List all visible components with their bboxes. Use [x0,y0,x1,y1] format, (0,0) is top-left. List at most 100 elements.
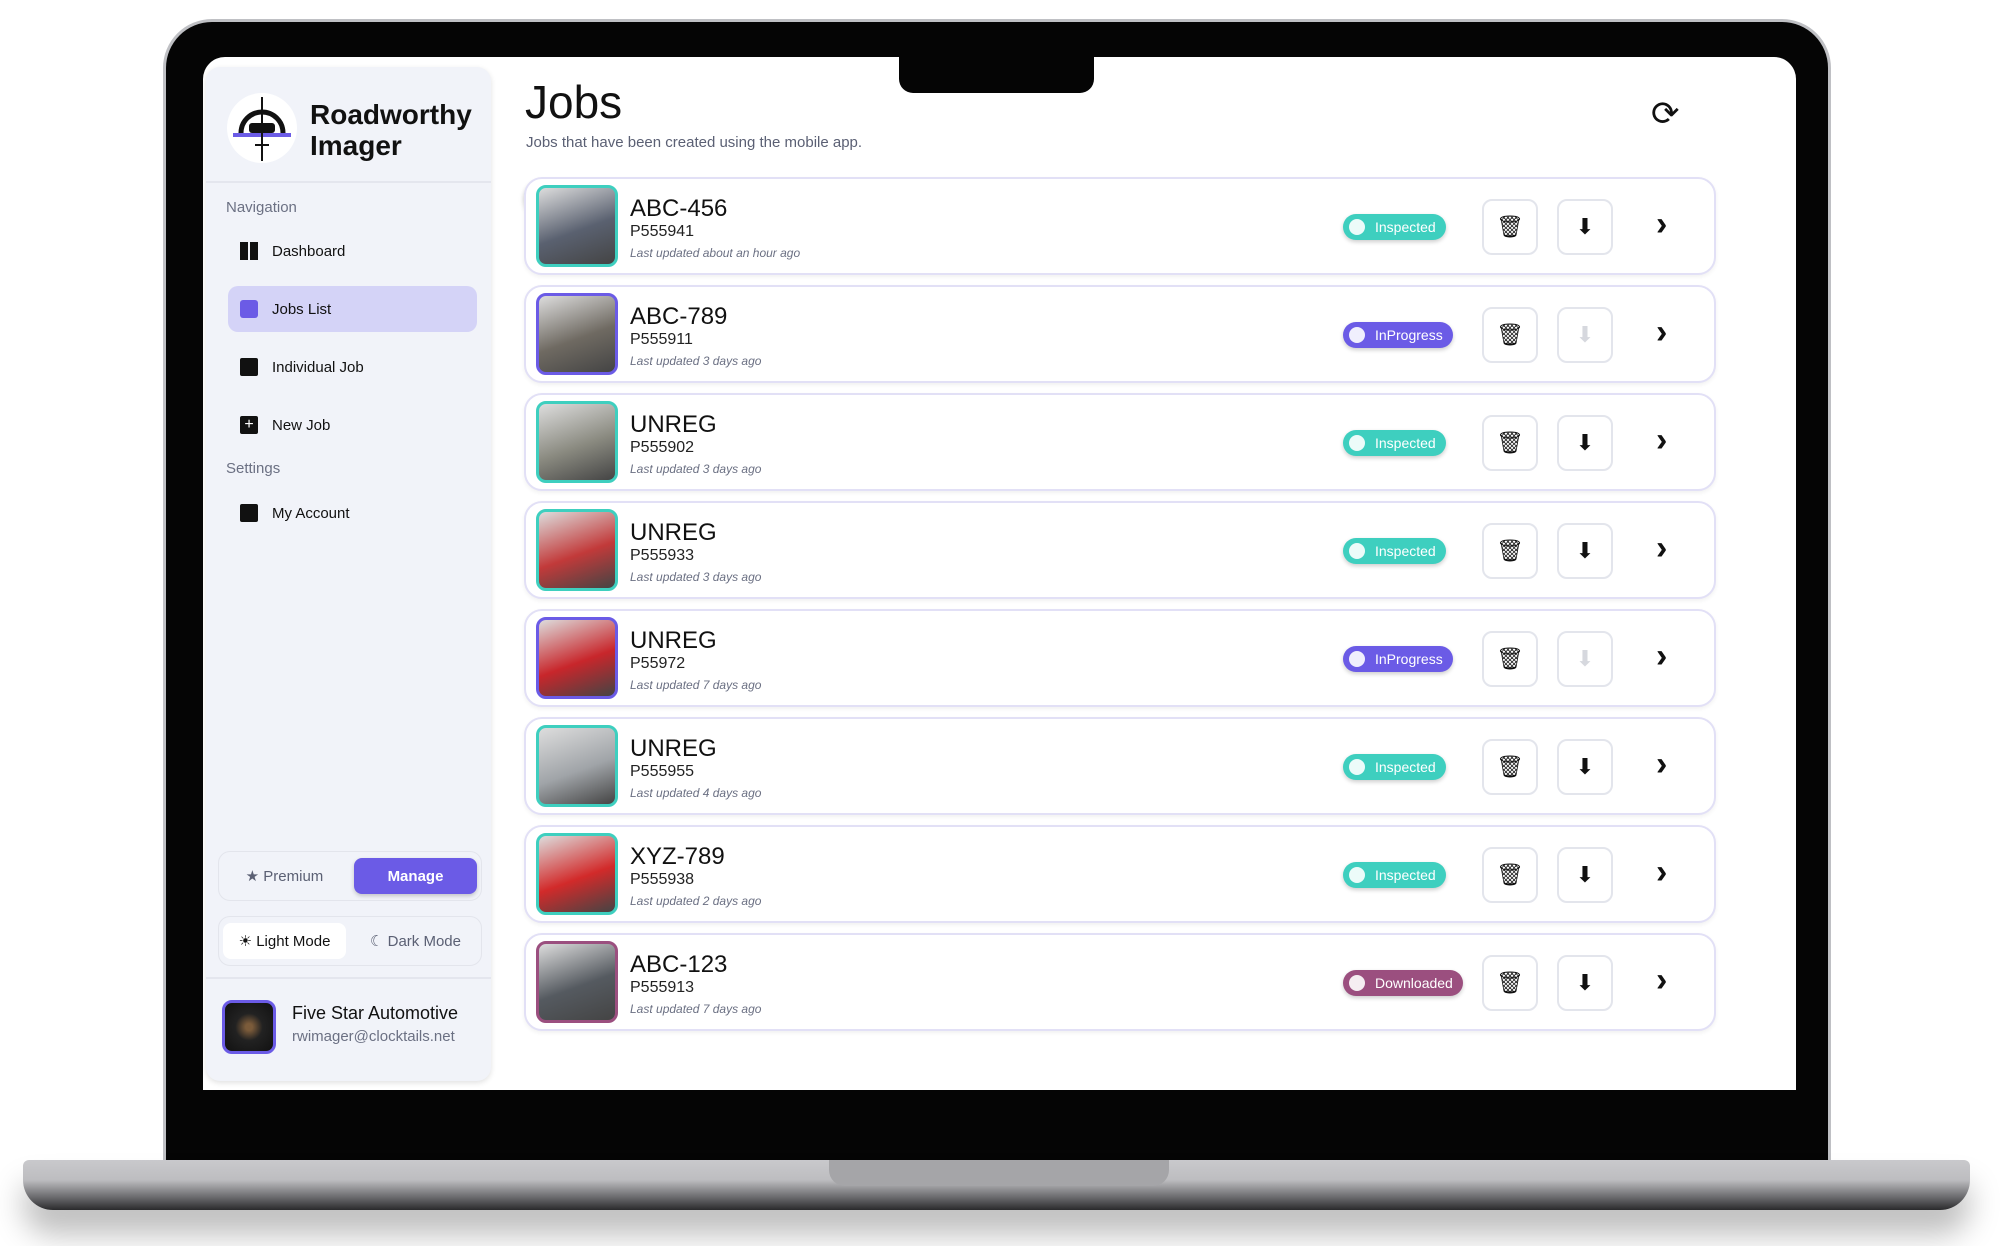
delete-button[interactable]: 🗑 [1482,955,1538,1011]
job-row[interactable]: UNREG P555902 Last updated 3 days ago In… [524,393,1716,491]
trash-icon: 🗑 [1496,214,1524,239]
download-button[interactable]: ⬇ [1557,523,1613,579]
job-rego: ABC-456 [630,195,728,222]
job-thumbnail [536,941,618,1023]
job-id: P55972 [630,655,686,672]
download-button[interactable]: ⬇ [1557,955,1613,1011]
delete-button[interactable]: 🗑 [1482,523,1538,579]
download-icon: ⬇ [1575,322,1595,347]
account-name: Five Star Automotive [292,1003,459,1023]
status-icon [1349,543,1365,559]
status-icon [1349,327,1365,343]
download-button[interactable]: ⬇ [1557,847,1613,903]
manage-button[interactable]: Manage [354,858,477,894]
job-row[interactable]: ABC-123 P555913 Last updated 7 days ago … [524,933,1716,1031]
download-icon: ⬇ [1575,862,1595,887]
job-row[interactable]: ABC-789 P555911 Last updated 3 days ago … [524,285,1716,383]
plus-square-icon: + [240,416,258,434]
job-last-updated: Last updated 3 days ago [630,354,762,368]
job-row[interactable]: ABC-456 P555941 Last updated about an ho… [524,177,1716,275]
laptop-lip [829,1160,1169,1186]
job-thumbnail [536,185,618,267]
download-button[interactable]: ⬇ [1557,199,1613,255]
job-row[interactable]: UNREG P555955 Last updated 4 days ago In… [524,717,1716,815]
sidebar-item-jobs-list[interactable]: Jobs List [228,286,477,332]
sidebar-item-individual-job[interactable]: Individual Job [228,344,477,390]
delete-button[interactable]: 🗑 [1482,739,1538,795]
delete-button[interactable]: 🗑 [1482,847,1538,903]
app-screen: Roadworthy Imager Navigation Dashboard Jo… [203,57,1796,1090]
laptop-base [23,1160,1970,1210]
job-thumbnail [536,725,618,807]
download-button[interactable]: ⬇ [1557,631,1613,687]
delete-button[interactable]: 🗑 [1482,199,1538,255]
trash-icon: 🗑 [1496,322,1524,347]
job-thumbnail [536,617,618,699]
chevron-right-icon[interactable]: › [1656,421,1668,459]
light-mode-button[interactable]: ☀ Light Mode [223,923,346,959]
status-icon [1349,759,1365,775]
brand-name: Roadworthy Imager [310,99,472,161]
refresh-icon[interactable]: ⟳ [1651,95,1680,133]
checklist-icon [240,358,258,376]
status-icon [1349,219,1365,235]
chevron-right-icon[interactable]: › [1656,205,1668,243]
job-last-updated: Last updated 4 days ago [630,786,762,800]
status-icon [1349,651,1365,667]
job-id: P555938 [630,871,695,888]
job-row[interactable]: UNREG P55972 Last updated 7 days ago InP… [524,609,1716,707]
job-id: P555941 [630,223,695,240]
job-rego: UNREG [630,735,717,762]
job-id: P555911 [630,331,693,348]
job-thumbnail [536,833,618,915]
premium-box: ★ Premium Manage [218,851,482,901]
chevron-right-icon[interactable]: › [1656,961,1668,999]
status-badge: Inspected [1343,862,1446,888]
chevron-right-icon[interactable]: › [1656,637,1668,675]
job-row[interactable]: XYZ-789 P555938 Last updated 2 days ago … [524,825,1716,923]
status-badge: Inspected [1343,754,1446,780]
chevron-right-icon[interactable]: › [1656,853,1668,891]
job-rego: UNREG [630,411,717,438]
job-thumbnail [536,293,618,375]
dashboard-icon [240,242,258,260]
job-id: P555933 [630,547,695,564]
job-last-updated: Last updated 3 days ago [630,462,762,476]
sidebar: Roadworthy Imager Navigation Dashboard Jo… [206,67,491,1081]
sidebar-item-my-account[interactable]: My Account [228,490,477,536]
download-button[interactable]: ⬇ [1557,415,1613,471]
status-icon [1349,975,1365,991]
download-button[interactable]: ⬇ [1557,307,1613,363]
chevron-right-icon[interactable]: › [1656,529,1668,567]
sidebar-item-new-job[interactable]: + New Job [228,402,477,448]
settings-section-label: Settings [226,460,281,477]
job-last-updated: Last updated 7 days ago [630,678,762,692]
trash-icon: 🗑 [1496,430,1524,455]
job-last-updated: Last updated 3 days ago [630,570,762,584]
avatar[interactable] [222,1000,276,1054]
sidebar-item-dashboard[interactable]: Dashboard [228,228,477,274]
job-id: P555955 [630,763,695,780]
delete-button[interactable]: 🗑 [1482,631,1538,687]
download-icon: ⬇ [1575,214,1595,239]
download-icon: ⬇ [1575,646,1595,671]
delete-button[interactable]: 🗑 [1482,307,1538,363]
trash-icon: 🗑 [1496,754,1524,779]
chevron-right-icon[interactable]: › [1656,313,1668,351]
job-id: P555913 [630,979,695,996]
status-icon [1349,435,1365,451]
dark-mode-button[interactable]: ☾ Dark Mode [370,932,461,951]
download-button[interactable]: ⬇ [1557,739,1613,795]
status-badge: Inspected [1343,538,1446,564]
logo [227,93,297,163]
delete-button[interactable]: 🗑 [1482,415,1538,471]
status-icon [1349,867,1365,883]
chevron-right-icon[interactable]: › [1656,745,1668,783]
trash-icon: 🗑 [1496,970,1524,995]
theme-toggle: ☀ Light Mode ☾ Dark Mode [218,916,482,966]
trash-icon: 🗑 [1496,646,1524,671]
job-row[interactable]: UNREG P555933 Last updated 3 days ago In… [524,501,1716,599]
job-last-updated: Last updated 7 days ago [630,1002,762,1016]
divider [206,181,491,183]
account-icon [240,504,258,522]
